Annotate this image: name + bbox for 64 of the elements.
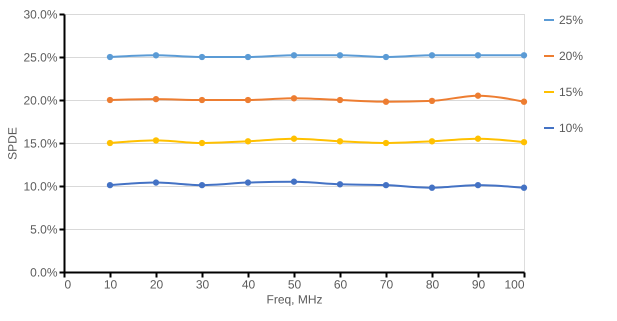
point [290,178,298,185]
x-tick-label: 0 [64,278,72,292]
point [244,179,252,186]
point [382,54,390,60]
x-axis-title: Freq, MHz [266,292,323,306]
point [198,182,206,188]
point [382,98,390,105]
point [106,54,114,60]
y-tick-label: 20.0% [23,94,58,108]
point [428,98,436,104]
y-tick-label: 15.0% [23,136,58,150]
point [336,181,344,188]
y-tick-label: 5.0% [30,222,58,236]
point [382,140,390,146]
point [244,138,252,144]
point [382,182,390,188]
legend-label: 25% [559,13,584,27]
point [520,138,528,146]
point [474,182,482,188]
legend-label: 15% [559,85,584,99]
point [474,92,482,99]
point [428,184,436,191]
legend-label: 10% [559,121,584,135]
point [152,96,160,102]
point [244,96,252,104]
y-tick-label: 30.0% [23,8,58,22]
x-tick-label: 60 [334,278,348,292]
point [428,52,436,58]
point [520,184,528,191]
x-tick-label: 50 [288,278,302,292]
y-axis-title: SPDE [5,127,20,160]
x-tick-label: 20 [150,278,164,292]
point [198,54,206,60]
y-tick-label: 0.0% [30,266,58,280]
point [152,52,160,58]
point [106,140,114,146]
point [336,138,344,144]
point [290,136,298,142]
point [428,138,436,144]
point [244,54,252,60]
point [520,52,528,58]
point [336,96,344,104]
x-tick-label: 90 [472,278,486,292]
x-tick-label: 30 [196,278,210,292]
x-tick-label: 10 [104,278,118,292]
x-tick-label: 70 [380,278,394,292]
point [290,52,298,58]
point [198,96,206,104]
legend-label: 20% [559,49,584,63]
point [290,95,298,102]
point [198,140,206,146]
point [474,52,482,58]
point [152,137,160,144]
point [152,179,160,186]
y-tick-label: 25.0% [23,50,58,64]
point [106,182,114,188]
y-tick-label: 10.0% [23,180,58,194]
x-tick-label: 100 [504,278,525,292]
x-tick-label: 40 [242,278,256,292]
point [474,136,482,142]
point [336,52,344,58]
point [520,98,528,105]
point [106,96,114,104]
x-tick-label: 80 [426,278,440,292]
